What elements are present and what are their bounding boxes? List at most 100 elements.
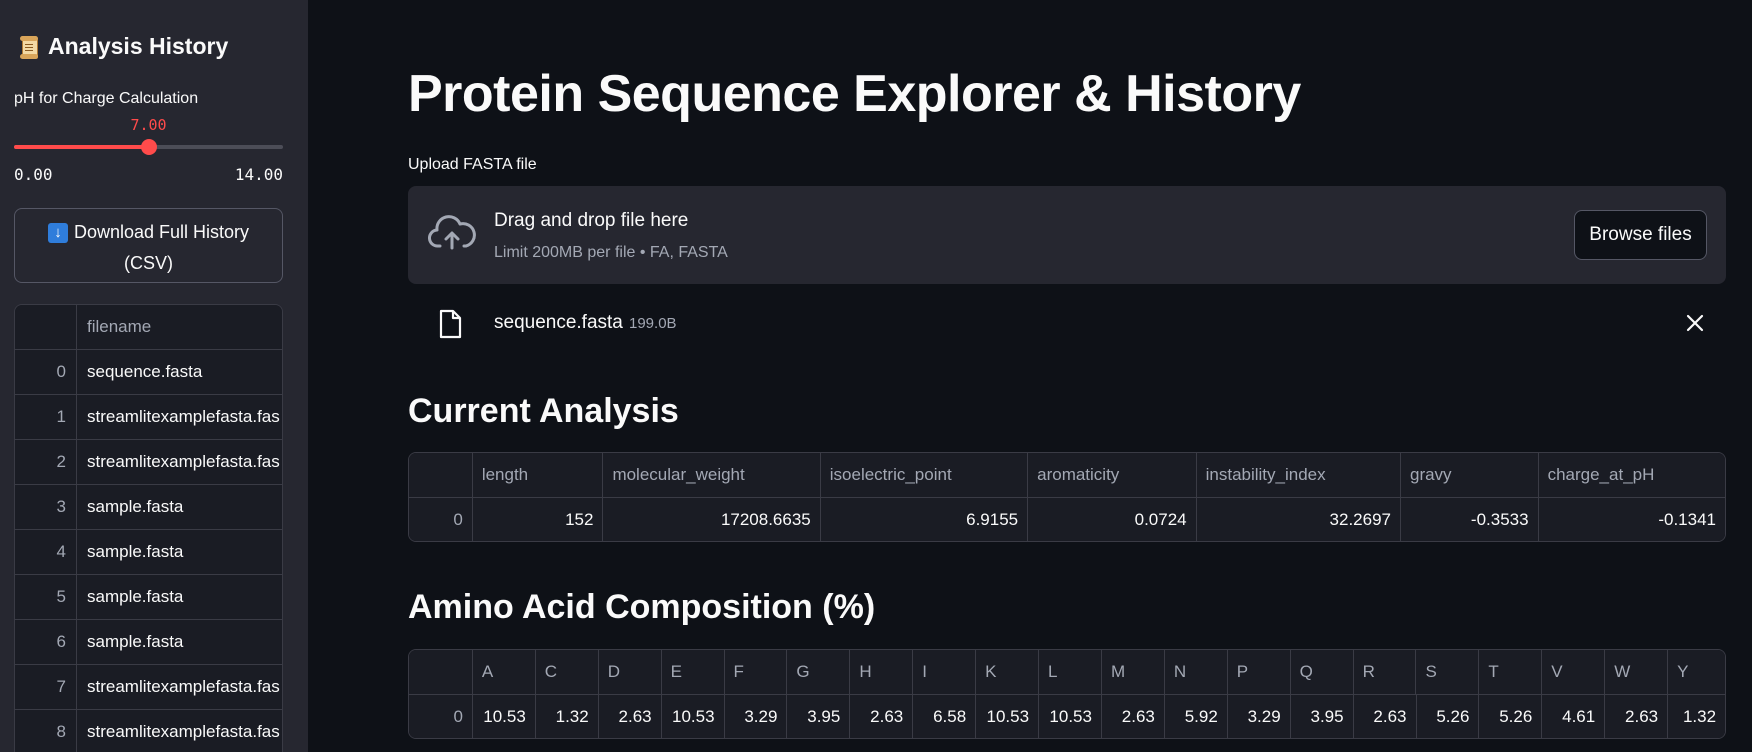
column-header[interactable]: instability_index (1197, 453, 1401, 497)
column-header[interactable]: L (1039, 650, 1102, 694)
table-row[interactable]: 6 sample.fasta (15, 620, 282, 665)
history-filename-cell[interactable]: streamlitexamplefasta.fas (87, 407, 280, 426)
table-row[interactable]: 0 sequence.fasta (15, 350, 282, 395)
aa-composition-heading: Amino Acid Composition (%) (408, 588, 876, 626)
table-row[interactable]: 4 sample.fasta (15, 530, 282, 575)
table-cell[interactable]: 1.32 (536, 695, 599, 738)
table-row[interactable]: 8 streamlitexamplefasta.fas (15, 710, 282, 752)
table-row[interactable]: 2 streamlitexamplefasta.fas (15, 440, 282, 485)
table-row[interactable]: 0 152 17208.6635 6.9155 0.0724 32.2697 -0.3533… (409, 498, 1725, 541)
history-filename-cell[interactable]: sample.fasta (87, 497, 184, 516)
current-analysis-table[interactable]: length molecular_weight isoelectric_point a… (408, 452, 1726, 542)
table-cell[interactable]: 10.53 (662, 695, 725, 738)
table-cell[interactable]: 2.63 (1102, 695, 1165, 738)
history-filename-cell[interactable]: sample.fasta (87, 587, 184, 606)
row-index: 0 (409, 695, 473, 738)
table-cell[interactable]: 3.95 (787, 695, 851, 738)
download-history-label: Download Full History (CSV) (73, 222, 250, 273)
table-row[interactable]: 5 sample.fasta (15, 575, 282, 620)
column-header[interactable]: charge_at_pH (1547, 465, 1655, 484)
column-header[interactable]: G (787, 650, 851, 694)
row-index: 7 (15, 665, 77, 709)
history-table[interactable]: filename 0 sequence.fasta 1 streamlitexampl… (14, 304, 283, 752)
table-cell[interactable]: 10.53 (473, 695, 536, 738)
uploaded-file-size: 199.0B (629, 315, 677, 332)
column-header[interactable]: V (1542, 650, 1606, 694)
table-cell[interactable]: 32.2697 (1197, 498, 1401, 541)
column-header[interactable]: M (1102, 650, 1165, 694)
column-header[interactable]: R (1354, 650, 1417, 694)
table-row[interactable]: 0 10.53 1.32 2.63 10.53 3.29 3.95 2.63 6.58 10.53… (409, 695, 1725, 738)
table-cell[interactable]: 5.26 (1479, 695, 1543, 738)
current-analysis-heading: Current Analysis (408, 392, 679, 430)
table-cell[interactable]: 6.9155 (821, 498, 1029, 541)
history-filename-cell[interactable]: sequence.fasta (87, 362, 203, 381)
column-header[interactable]: T (1479, 650, 1543, 694)
column-header[interactable]: W (1605, 650, 1669, 694)
table-cell[interactable]: 0.0724 (1028, 498, 1197, 541)
history-filename-cell[interactable]: sample.fasta (87, 632, 184, 651)
column-header[interactable]: N (1165, 650, 1228, 694)
column-header[interactable]: I (913, 650, 977, 694)
history-filename-header[interactable]: filename (87, 317, 152, 336)
table-index-header (409, 453, 473, 497)
aa-composition-table[interactable]: A C D E F G H I K L M N P Q R S T V W Y 0 10.53 1.32 2.63 10.53 3… (408, 649, 1726, 739)
table-cell[interactable]: 5.26 (1417, 695, 1480, 738)
column-header[interactable]: P (1228, 650, 1291, 694)
download-history-button[interactable]: ↓ Download Full History (CSV) (14, 208, 283, 283)
column-header[interactable]: D (599, 650, 662, 694)
column-header[interactable]: Y (1677, 662, 1689, 681)
column-header[interactable]: isoelectric_point (821, 453, 1029, 497)
ph-slider-thumb[interactable] (140, 139, 157, 155)
history-filename-cell[interactable]: streamlitexamplefasta.fas (87, 722, 280, 741)
table-cell[interactable]: 2.63 (599, 695, 662, 738)
column-header[interactable]: aromaticity (1028, 453, 1197, 497)
page-title: Protein Sequence Explorer & History (408, 65, 1301, 123)
table-row[interactable]: 3 sample.fasta (15, 485, 282, 530)
table-cell[interactable]: 5.92 (1165, 695, 1228, 738)
table-cell[interactable]: 2.63 (850, 695, 914, 738)
table-cell[interactable]: 3.29 (1228, 695, 1291, 738)
table-cell[interactable]: 6.58 (913, 695, 977, 738)
column-header[interactable]: F (725, 650, 788, 694)
column-header[interactable]: E (662, 650, 725, 694)
table-cell[interactable]: 1.32 (1682, 707, 1717, 726)
ph-slider[interactable] (14, 139, 283, 162)
table-row[interactable]: 1 streamlitexamplefasta.fas (15, 395, 282, 440)
table-cell[interactable]: 3.95 (1291, 695, 1354, 738)
table-cell[interactable]: -0.1341 (1658, 510, 1716, 529)
history-table-header: filename (15, 305, 282, 350)
download-icon: ↓ (47, 223, 68, 243)
table-cell[interactable]: 17208.6635 (603, 498, 821, 541)
column-header[interactable]: S (1416, 650, 1480, 694)
browse-files-button[interactable]: Browse files (1574, 210, 1707, 260)
close-icon[interactable] (1686, 314, 1704, 332)
column-header[interactable]: Q (1291, 650, 1354, 694)
column-header[interactable]: molecular_weight (603, 453, 821, 497)
table-cell[interactable]: -0.3533 (1401, 498, 1539, 541)
sidebar-title: Analysis History (18, 33, 228, 60)
column-header[interactable]: C (536, 650, 599, 694)
column-header[interactable]: A (473, 650, 536, 694)
history-filename-cell[interactable]: streamlitexamplefasta.fas (87, 677, 280, 696)
table-cell[interactable]: 10.53 (976, 695, 1040, 738)
row-index: 5 (15, 575, 77, 619)
column-header[interactable]: length (473, 453, 604, 497)
table-cell[interactable]: 10.53 (1039, 695, 1102, 738)
table-cell[interactable]: 4.61 (1542, 695, 1606, 738)
table-cell[interactable]: 2.63 (1354, 695, 1417, 738)
history-filename-cell[interactable]: streamlitexamplefasta.fas (87, 452, 280, 471)
column-header[interactable]: H (850, 650, 914, 694)
file-icon (439, 309, 462, 339)
uploaded-file-name: sequence.fasta (494, 312, 623, 333)
table-cell[interactable]: 3.29 (725, 695, 788, 738)
table-cell[interactable]: 2.63 (1605, 695, 1669, 738)
column-header[interactable]: K (976, 650, 1040, 694)
row-index: 2 (15, 440, 77, 484)
column-header[interactable]: gravy (1401, 453, 1539, 497)
history-filename-cell[interactable]: sample.fasta (87, 542, 184, 561)
sidebar: Analysis History pH for Charge Calculati… (0, 0, 308, 752)
table-row[interactable]: 7 streamlitexamplefasta.fas (15, 665, 282, 710)
table-cell[interactable]: 152 (473, 498, 604, 541)
file-dropzone[interactable]: Drag and drop file here Limit 200MB per … (408, 186, 1726, 284)
